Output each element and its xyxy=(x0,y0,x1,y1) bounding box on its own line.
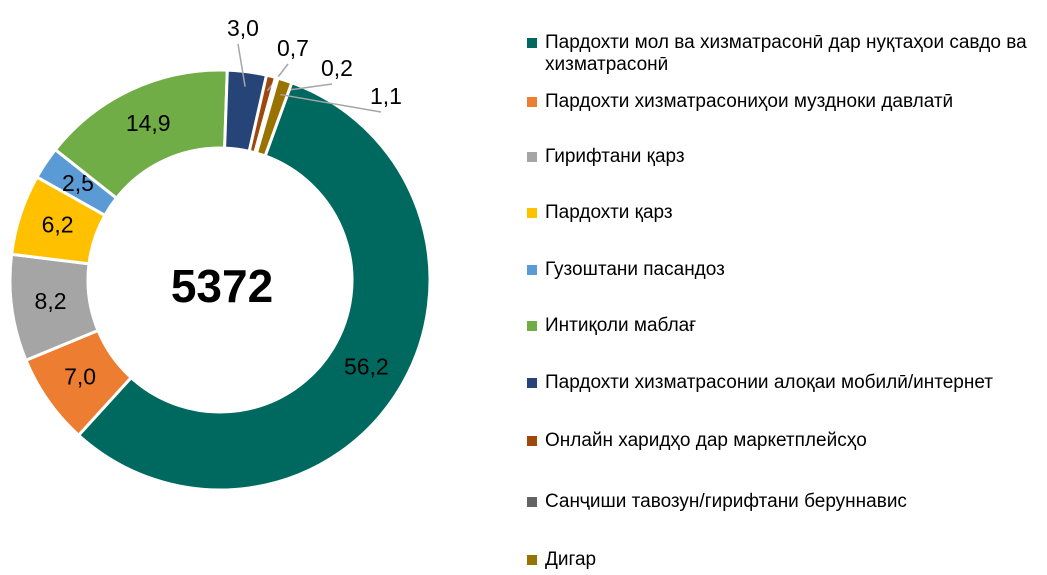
data-label: 8,2 xyxy=(35,288,67,314)
legend-item: Онлайн харидҳо дар маркетплейсҳо xyxy=(527,430,1032,452)
legend-label: Дигар xyxy=(545,549,597,570)
legend-swatch xyxy=(527,378,537,388)
legend-item: Гирифтани қарз xyxy=(527,146,1032,168)
legend-label: Интиқоли маблағ xyxy=(545,315,697,336)
center-label: 5372 xyxy=(171,260,273,312)
legend-swatch xyxy=(527,152,537,162)
legend-swatch xyxy=(527,208,537,218)
legend-item: Пардохти мол ва хизматрасонӣ дар нуқтаҳо… xyxy=(527,32,1032,76)
legend-swatch xyxy=(527,38,537,48)
leader-line xyxy=(237,43,246,87)
legend-item: Санҷиши тавозун/гирифтани беруннавис xyxy=(527,491,1032,513)
legend-swatch xyxy=(527,321,537,331)
data-label: 56,2 xyxy=(344,354,389,380)
legend-item: Гузоштани пасандоз xyxy=(527,259,1032,281)
leader-line xyxy=(280,93,382,113)
legend-label: Онлайн харидҳо дар маркетплейсҳо xyxy=(545,430,867,451)
legend-label: Гирифтани қарз xyxy=(545,146,685,167)
data-label: 7,0 xyxy=(64,363,96,389)
legend-item: Дигар xyxy=(527,549,1032,571)
legend-item: Интиқоли маблағ xyxy=(527,315,1032,337)
data-label: 0,7 xyxy=(277,35,309,61)
legend-swatch xyxy=(527,265,537,275)
data-label: 0,2 xyxy=(321,55,353,81)
data-label: 3,0 xyxy=(227,15,259,41)
legend-swatch xyxy=(527,555,537,565)
legend-label: Пардохти қарз xyxy=(545,202,673,223)
legend-swatch xyxy=(527,436,537,446)
data-label: 1,1 xyxy=(370,83,402,109)
legend-label: Санҷиши тавозун/гирифтани беруннавис xyxy=(545,491,907,512)
legend-item: Пардохти хизматрасонии алоқаи мобилӣ/инт… xyxy=(527,372,1032,394)
legend-label: Пардохти мол ва хизматрасонӣ дар нуқтаҳо… xyxy=(545,32,1027,75)
data-label: 14,9 xyxy=(126,110,171,136)
legend-swatch xyxy=(527,497,537,507)
legend-label: Пардохти хизматрасонии алоқаи мобилӣ/инт… xyxy=(545,372,993,393)
legend-label: Пардохти хизматрасониҳои муздноки давлат… xyxy=(545,91,954,112)
legend-item: Пардохти хизматрасониҳои муздноки давлат… xyxy=(527,91,1032,113)
legend-label: Гузоштани пасандоз xyxy=(545,259,725,280)
legend-swatch xyxy=(527,97,537,107)
data-label: 6,2 xyxy=(42,212,74,238)
donut-slice xyxy=(254,76,294,158)
donut-slice xyxy=(76,80,432,492)
legend-item: Пардохти қарз xyxy=(527,202,1032,224)
